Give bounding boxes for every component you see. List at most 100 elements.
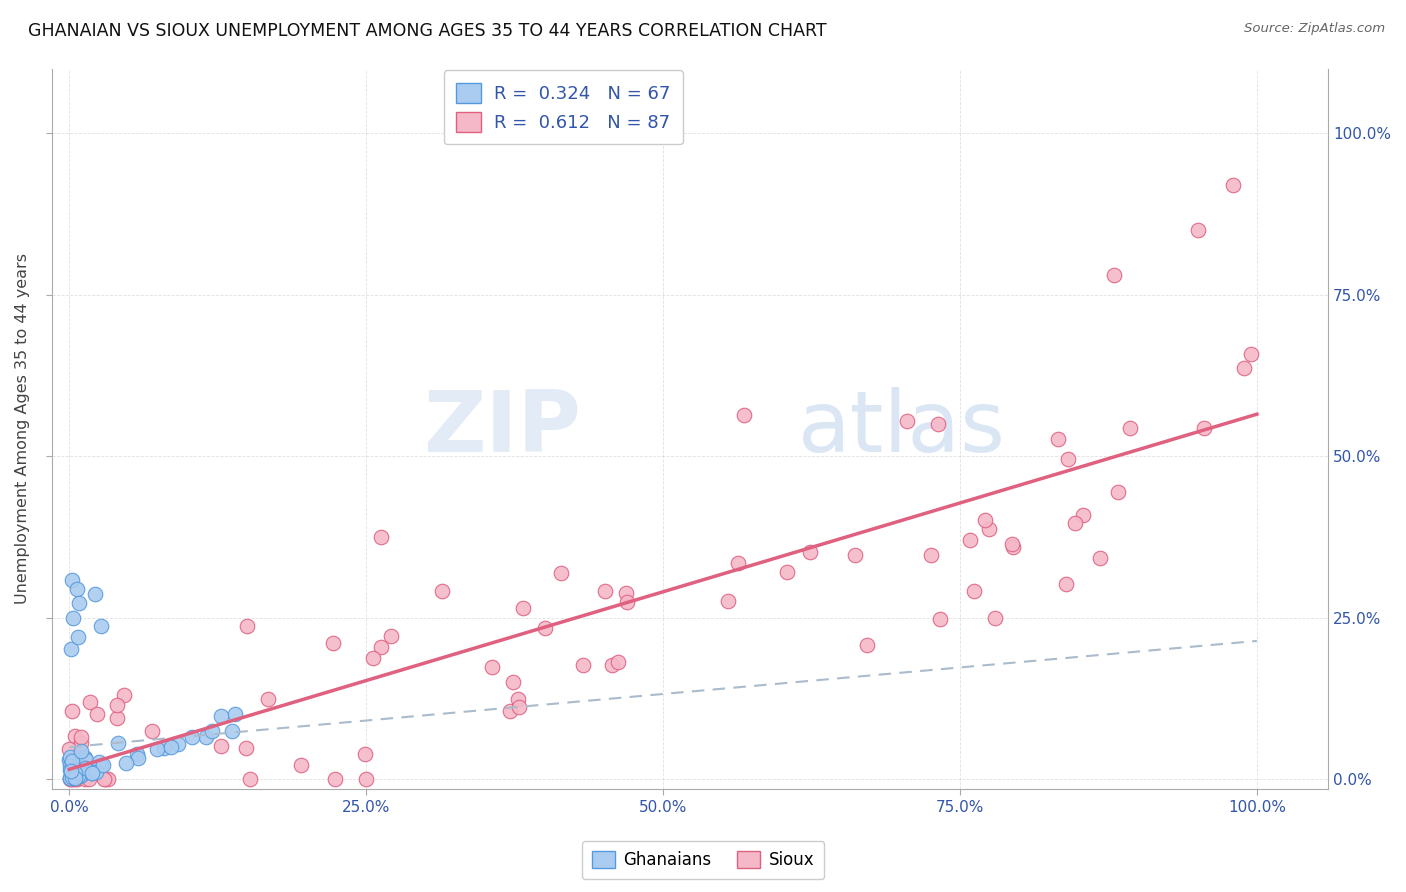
Point — [927, 417, 949, 431]
Point — [69, 769, 91, 783]
Point — [257, 691, 280, 706]
Point — [105, 711, 128, 725]
Point — [75, 753, 97, 767]
Point — [550, 566, 572, 581]
Text: GHANAIAN VS SIOUX UNEMPLOYMENT AMONG AGES 35 TO 44 YEARS CORRELATION CHART: GHANAIAN VS SIOUX UNEMPLOYMENT AMONG AGE… — [28, 22, 827, 40]
Legend: Ghanaians, Sioux: Ghanaians, Sioux — [582, 841, 824, 880]
Point — [65, 768, 87, 782]
Point — [195, 730, 218, 744]
Point — [80, 761, 103, 775]
Point — [83, 586, 105, 600]
Point — [979, 522, 1001, 536]
Point — [1233, 361, 1256, 376]
Point — [62, 759, 84, 773]
Point — [62, 772, 84, 787]
Point — [180, 730, 202, 744]
Point — [89, 758, 111, 772]
Point — [60, 573, 83, 587]
Point — [856, 639, 879, 653]
Point — [60, 770, 83, 784]
Point — [65, 730, 87, 744]
Point — [432, 584, 454, 599]
Point — [59, 759, 82, 773]
Point — [62, 765, 84, 780]
Point — [63, 771, 86, 785]
Point — [70, 730, 93, 744]
Point — [502, 674, 524, 689]
Point — [67, 766, 90, 780]
Point — [1119, 420, 1142, 434]
Point — [1001, 537, 1024, 551]
Point — [94, 772, 117, 787]
Point — [209, 709, 232, 723]
Point — [380, 629, 402, 643]
Point — [221, 724, 243, 739]
Point — [323, 772, 346, 787]
Point — [63, 759, 86, 773]
Point — [70, 736, 93, 750]
Point — [733, 408, 755, 422]
Point — [775, 565, 797, 579]
Point — [508, 691, 530, 706]
Point — [65, 766, 87, 780]
Point — [73, 772, 96, 787]
Point — [70, 754, 93, 768]
Point — [1222, 178, 1244, 192]
Point — [534, 621, 557, 635]
Point — [607, 656, 630, 670]
Point — [73, 750, 96, 764]
Point — [60, 642, 83, 657]
Point — [65, 763, 87, 777]
Point — [59, 772, 82, 787]
Point — [114, 756, 136, 771]
Point — [127, 751, 149, 765]
Point — [90, 758, 112, 772]
Point — [896, 414, 918, 428]
Point — [96, 772, 118, 787]
Point — [70, 744, 93, 758]
Point — [107, 698, 129, 712]
Point — [512, 601, 534, 615]
Point — [508, 700, 530, 714]
Point — [593, 583, 616, 598]
Point — [370, 640, 392, 654]
Legend: R =  0.324   N = 67, R =  0.612   N = 87: R = 0.324 N = 67, R = 0.612 N = 87 — [443, 70, 683, 145]
Point — [235, 741, 257, 756]
Point — [354, 772, 377, 787]
Point — [114, 688, 136, 702]
Text: Source: ZipAtlas.com: Source: ZipAtlas.com — [1244, 22, 1385, 36]
Point — [290, 757, 312, 772]
Point — [167, 737, 190, 751]
Text: ZIP: ZIP — [423, 387, 581, 470]
Point — [60, 764, 83, 778]
Point — [239, 772, 262, 787]
Point — [236, 619, 259, 633]
Point — [66, 582, 89, 596]
Point — [201, 723, 224, 738]
Point — [77, 772, 100, 787]
Point — [920, 549, 942, 563]
Point — [153, 741, 176, 756]
Point — [499, 704, 522, 718]
Point — [59, 763, 82, 777]
Point — [1047, 432, 1070, 446]
Point — [145, 742, 167, 756]
Point — [963, 584, 986, 599]
Point — [928, 611, 950, 625]
Point — [58, 771, 80, 785]
Point — [1088, 551, 1111, 566]
Point — [91, 758, 114, 772]
Point — [616, 595, 638, 609]
Point — [59, 752, 82, 766]
Point — [66, 769, 89, 783]
Point — [62, 611, 84, 625]
Point — [1064, 516, 1087, 530]
Point — [354, 747, 377, 762]
Point — [59, 771, 82, 785]
Point — [370, 530, 392, 544]
Point — [60, 704, 83, 718]
Point — [67, 745, 90, 759]
Point — [984, 610, 1007, 624]
Point — [141, 723, 163, 738]
Point — [1056, 452, 1078, 467]
